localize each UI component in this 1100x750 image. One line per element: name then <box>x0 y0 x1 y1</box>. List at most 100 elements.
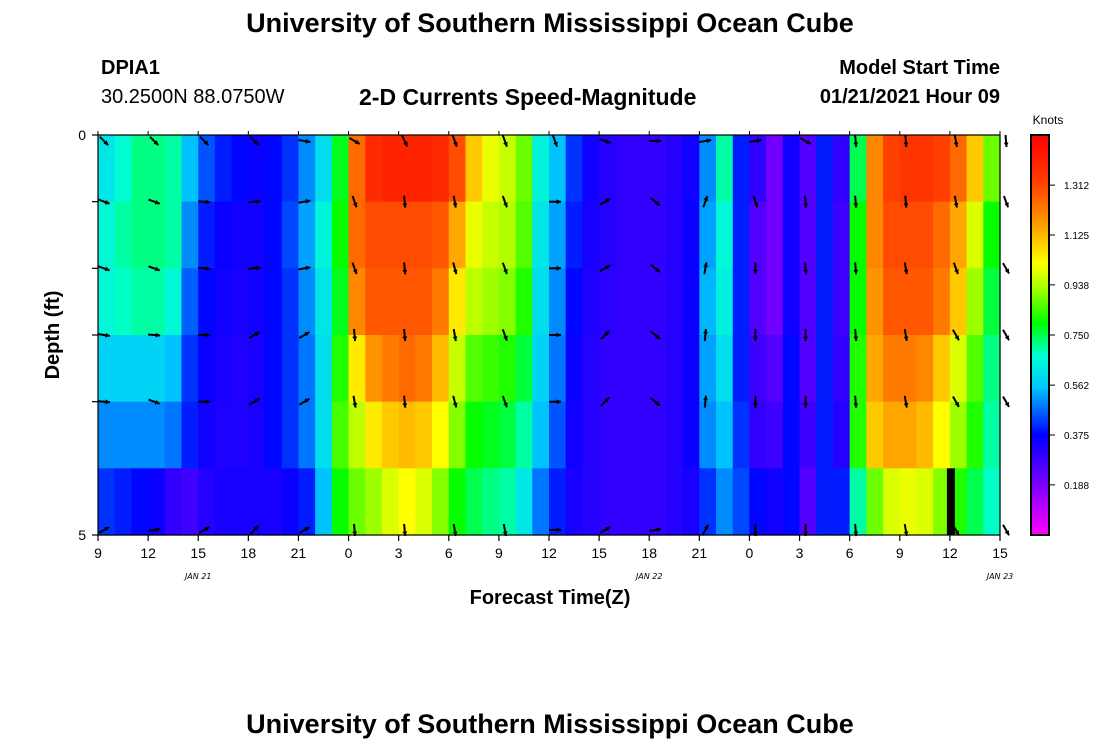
heatmap-cell <box>749 335 767 403</box>
heatmap-cell <box>381 135 400 203</box>
arrow-head <box>402 336 408 341</box>
arrow-head <box>954 335 959 341</box>
current-arrow <box>402 262 408 275</box>
x-axis: 9 12 15 18 21 0 3 6 9 12 15 18 21 0 3 6 9 12 15 JAN 21 JAN 2… <box>94 131 1013 581</box>
current-arrow <box>903 262 909 275</box>
heatmap-cell <box>949 135 968 203</box>
arrow-head <box>253 525 259 531</box>
heatmap-cell <box>515 135 533 203</box>
arrow-head <box>654 267 660 273</box>
heatmap-cell <box>949 268 968 336</box>
arrow-head <box>503 335 508 341</box>
heatmap-cell <box>298 401 316 469</box>
colorbar-tick-label: 1.125 <box>1064 231 1089 242</box>
heatmap-cell <box>949 201 968 269</box>
date-label: JAN 23 <box>985 572 1014 581</box>
colorbar-tick-label: 0.562 <box>1064 381 1089 392</box>
current-arrow <box>248 331 260 339</box>
heatmap-cell <box>482 268 500 336</box>
heatmap-cell <box>131 401 149 469</box>
heatmap-cell <box>398 268 416 336</box>
heatmap-cell <box>214 201 233 269</box>
heatmap-cell <box>732 268 751 336</box>
heatmap-cell <box>899 468 918 536</box>
heatmap-cell <box>415 135 433 203</box>
heatmap-cell <box>682 201 700 269</box>
heatmap-cell <box>565 268 583 336</box>
heatmap-cell <box>782 401 801 469</box>
date-label: JAN 21 <box>183 572 212 581</box>
current-arrow <box>501 395 508 408</box>
arrow-head <box>154 400 160 405</box>
heatmap-cell <box>198 335 216 403</box>
heatmap-cell <box>398 468 416 536</box>
heatmap-cell <box>832 135 851 203</box>
arrow-head <box>205 332 211 338</box>
heatmap-cell <box>966 401 984 469</box>
heatmap-cell <box>432 401 450 469</box>
heatmap-cell <box>565 468 583 536</box>
arrow-head <box>605 265 611 270</box>
heatmap-cell <box>632 135 650 203</box>
heatmap-cell <box>198 268 216 336</box>
heatmap-cell <box>214 135 233 203</box>
current-arrow <box>753 524 758 536</box>
heatmap-cell <box>98 201 116 269</box>
colorbar-tick-label: 0.750 <box>1064 331 1089 342</box>
heatmap-cell <box>365 268 383 336</box>
heatmap-cell <box>565 335 583 403</box>
heatmap-cell <box>716 268 734 336</box>
heatmap-cell <box>465 335 483 403</box>
heatmap-cell <box>365 135 383 203</box>
heatmap-cell <box>532 268 550 336</box>
heatmap-cell <box>549 268 567 336</box>
current-arrow <box>351 195 358 208</box>
heatmap-cell <box>799 468 817 536</box>
current-arrow <box>352 523 358 537</box>
heatmap-cell <box>315 268 333 336</box>
heatmap-cell <box>231 135 249 203</box>
heatmap-cell <box>849 335 867 403</box>
current-arrow <box>501 195 508 208</box>
heatmap-cell <box>532 135 550 203</box>
heatmap-cell <box>983 335 1001 403</box>
x-tick-label: 0 <box>345 545 353 561</box>
arrow-head <box>1004 335 1009 341</box>
heatmap-cell <box>832 401 851 469</box>
current-arrow <box>1002 195 1010 208</box>
heatmap-cell <box>248 335 266 403</box>
heatmap-cell <box>816 268 834 336</box>
heatmap-cell <box>114 468 132 536</box>
x-tick-label: 0 <box>746 545 754 561</box>
heatmap-cell <box>615 201 634 269</box>
arrow-head <box>402 531 408 536</box>
heatmap-cell <box>899 201 918 269</box>
current-arrow <box>452 328 458 342</box>
current-arrow <box>148 265 161 272</box>
arrow-head <box>453 141 458 147</box>
arrow-head <box>104 527 110 532</box>
heatmap-cell <box>298 468 316 536</box>
x-tick-label: 12 <box>140 545 156 561</box>
arrow-head <box>254 398 260 403</box>
model-start-time: 01/21/2021 Hour 09 <box>819 86 1000 108</box>
x-tick-label: 15 <box>591 545 607 561</box>
arrow-head <box>402 269 408 275</box>
heatmap-cell <box>899 268 918 336</box>
heatmap-cell <box>432 468 450 536</box>
heatmap-cell <box>716 335 734 403</box>
arrow-head <box>502 531 508 536</box>
heatmap-cell <box>498 201 517 269</box>
current-arrow <box>752 195 759 208</box>
heatmap-cell <box>983 268 1001 336</box>
heatmap-cell <box>816 135 834 203</box>
heatmap-cell <box>448 335 467 403</box>
current-arrow <box>198 399 211 405</box>
heatmap-cell <box>866 335 884 403</box>
arrow-head <box>1004 530 1009 536</box>
heatmap-cell <box>599 268 617 336</box>
heatmap-cell <box>816 401 834 469</box>
arrow-head <box>853 142 859 147</box>
arrow-head <box>402 403 408 408</box>
arrow-head <box>304 527 310 532</box>
